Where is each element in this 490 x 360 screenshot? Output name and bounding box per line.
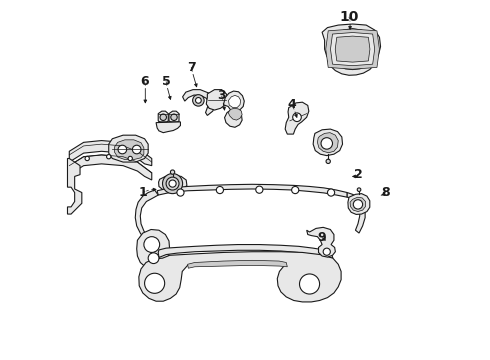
Text: 2: 2 [354, 168, 362, 181]
Polygon shape [347, 193, 365, 233]
Circle shape [128, 156, 132, 161]
Polygon shape [322, 24, 381, 75]
Polygon shape [350, 197, 366, 212]
Polygon shape [326, 29, 379, 69]
Polygon shape [228, 95, 241, 108]
Circle shape [145, 273, 165, 293]
Polygon shape [169, 111, 179, 123]
Circle shape [160, 114, 167, 121]
Text: 5: 5 [162, 75, 171, 88]
Circle shape [144, 237, 160, 252]
Text: 8: 8 [381, 186, 390, 199]
Polygon shape [69, 140, 152, 166]
Circle shape [163, 174, 183, 194]
Polygon shape [158, 244, 333, 258]
Polygon shape [115, 140, 144, 159]
Circle shape [107, 154, 111, 159]
Circle shape [166, 177, 179, 190]
Polygon shape [137, 229, 170, 269]
Polygon shape [139, 252, 341, 302]
Polygon shape [188, 260, 287, 268]
Polygon shape [159, 175, 187, 192]
Polygon shape [135, 190, 159, 250]
Polygon shape [285, 102, 309, 134]
Polygon shape [109, 135, 148, 162]
Text: 6: 6 [140, 75, 149, 88]
Circle shape [196, 98, 201, 103]
Circle shape [177, 189, 184, 196]
Circle shape [299, 274, 319, 294]
Polygon shape [156, 122, 180, 133]
Circle shape [171, 170, 175, 174]
Polygon shape [206, 90, 228, 110]
Polygon shape [158, 111, 168, 123]
Circle shape [256, 186, 263, 193]
Polygon shape [223, 91, 245, 127]
Polygon shape [318, 133, 338, 153]
Circle shape [85, 156, 89, 161]
Circle shape [353, 200, 363, 209]
Polygon shape [228, 108, 242, 120]
Circle shape [326, 159, 330, 163]
Circle shape [321, 138, 333, 149]
Text: 1: 1 [138, 186, 147, 199]
Circle shape [169, 180, 176, 187]
Text: 7: 7 [187, 60, 196, 73]
Polygon shape [68, 158, 82, 214]
Polygon shape [157, 184, 347, 197]
Polygon shape [313, 129, 343, 156]
Circle shape [193, 95, 204, 106]
Polygon shape [335, 36, 370, 62]
Text: 4: 4 [287, 98, 296, 111]
Polygon shape [307, 227, 335, 257]
Polygon shape [348, 194, 370, 215]
Circle shape [292, 186, 299, 194]
Polygon shape [183, 90, 216, 116]
Circle shape [132, 145, 141, 154]
Circle shape [171, 114, 177, 121]
Polygon shape [330, 32, 375, 66]
Circle shape [216, 186, 223, 194]
Text: 3: 3 [218, 89, 226, 102]
Circle shape [148, 253, 159, 264]
Circle shape [357, 188, 361, 192]
Circle shape [327, 189, 335, 196]
Text: 10: 10 [339, 10, 359, 24]
Circle shape [323, 248, 330, 255]
Polygon shape [69, 155, 152, 180]
Circle shape [118, 145, 126, 154]
Circle shape [293, 113, 301, 122]
Text: 9: 9 [318, 231, 326, 244]
